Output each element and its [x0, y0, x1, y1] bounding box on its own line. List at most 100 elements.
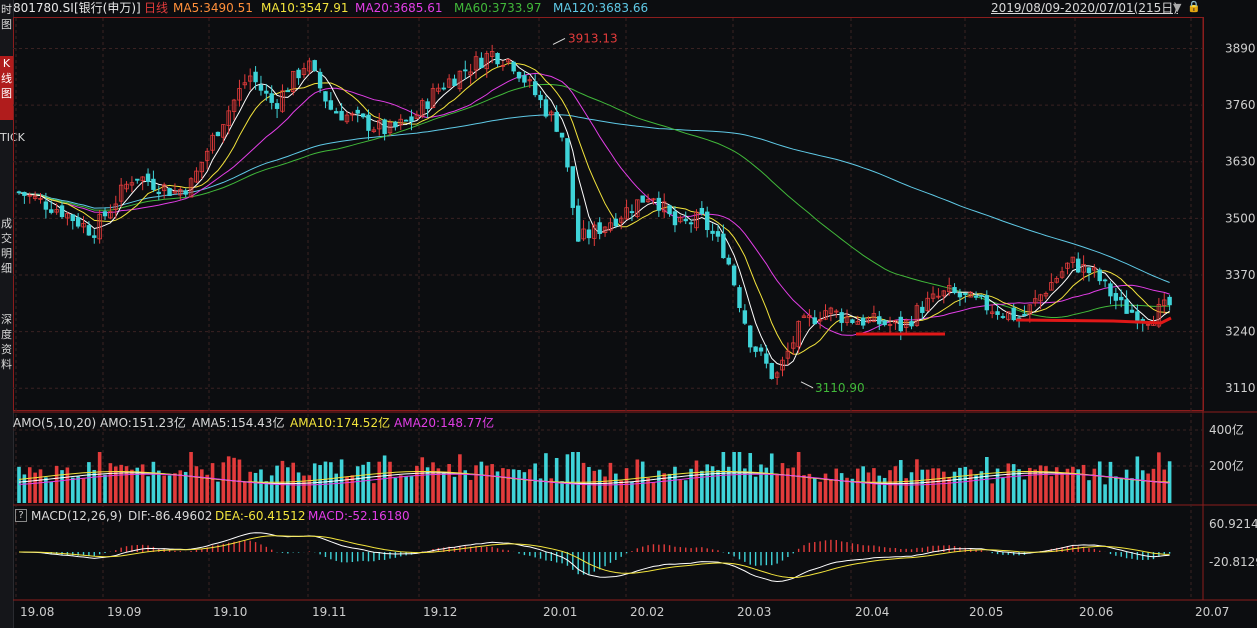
volume-bar: [1054, 467, 1059, 503]
volume-bar: [1087, 480, 1091, 503]
volume-bar: [183, 471, 188, 503]
candle-body: [968, 291, 973, 298]
candle-body: [1059, 271, 1065, 278]
volume-bar: [103, 474, 107, 503]
date-axis-label: 19.09: [107, 605, 141, 619]
candle-body: [817, 319, 823, 322]
macd-dea: DEA:-60.41512: [215, 509, 306, 523]
volume-bar: [700, 470, 704, 503]
volume-bar: [189, 452, 193, 503]
volume-bar: [834, 468, 839, 503]
volume-bar: [597, 469, 602, 503]
volume-bar: [264, 481, 269, 503]
volume-bar: [952, 471, 957, 503]
high-label: 3913.13: [568, 31, 618, 45]
period-label[interactable]: 日线: [144, 1, 169, 15]
sidebar-item-depth-info[interactable]: 深度资料: [1, 313, 12, 371]
volume-bar: [802, 475, 806, 503]
volume-bar: [506, 469, 511, 503]
candle-body: [516, 71, 522, 79]
candle-body: [764, 353, 769, 364]
candle-body: [161, 184, 167, 192]
macd-axis-label: 60.92143: [1209, 517, 1257, 531]
volume-bar: [646, 477, 650, 503]
candle-body: [274, 103, 280, 109]
volume-bar: [124, 466, 129, 503]
candle-body: [866, 317, 871, 323]
candle-body: [710, 230, 715, 234]
lock-icon[interactable]: 🔒: [1187, 0, 1201, 13]
candle-body: [409, 116, 414, 122]
candle-body: [549, 111, 554, 116]
ma120-line: [18, 114, 1170, 283]
volume-bar: [888, 470, 892, 503]
candle-body: [721, 233, 726, 259]
candle-body: [360, 113, 366, 118]
dropdown-icon[interactable]: ▼: [1173, 1, 1182, 14]
date-axis-label: 20.06: [1079, 605, 1113, 619]
volume-bar: [463, 470, 468, 503]
candle-body: [844, 316, 850, 323]
volume-bar: [81, 478, 86, 503]
macd-macd: MACD:-52.16180: [308, 509, 410, 523]
volume-bar: [845, 477, 849, 503]
volume-bar: [307, 475, 312, 503]
volume-bar: [769, 453, 774, 503]
candle-body: [489, 51, 495, 57]
sidebar-item-kline[interactable]: K线图: [0, 56, 13, 120]
candle-body: [688, 222, 694, 225]
macd-help-icon[interactable]: ?: [15, 509, 27, 522]
volume-bar: [44, 477, 48, 503]
ma20-line: [18, 72, 1170, 336]
candle-body: [59, 205, 65, 218]
candle-body: [334, 111, 339, 114]
price-axis-label: 3500: [1225, 211, 1256, 225]
kline-chart-svg[interactable]: 3890 3760 3630 3500 3370 3240 3110 19.08 19.09 19…: [13, 0, 1257, 628]
candle-body: [1162, 299, 1167, 306]
volume-bar: [882, 477, 887, 503]
candle-body: [871, 313, 877, 323]
candle-body: [532, 81, 538, 96]
date-range[interactable]: 2019/08/09-2020/07/01(215日): [991, 1, 1178, 15]
volume-bar: [861, 466, 865, 503]
sidebar-item-tick[interactable]: TICK: [0, 131, 25, 144]
volume-bar: [1028, 467, 1032, 503]
volume-bar: [1114, 476, 1118, 503]
volume-bar: [54, 465, 59, 503]
candle-body: [92, 235, 97, 238]
candle-body: [280, 90, 285, 112]
price-panel-border: [13, 17, 1204, 411]
date-axis-label: 19.10: [213, 605, 247, 619]
volume-bar: [796, 452, 801, 503]
candle-body: [430, 88, 436, 109]
volume-bar: [65, 467, 70, 503]
ama20-line: [18, 473, 1170, 486]
candle-body: [737, 287, 742, 309]
volume-bar: [925, 469, 930, 503]
volume-bar: [431, 462, 435, 503]
volume-bar: [544, 453, 548, 503]
volume-bar: [904, 478, 908, 503]
volume-bar: [764, 467, 769, 503]
candle-body: [1097, 269, 1102, 282]
candle-body: [344, 114, 350, 123]
candle-body: [742, 310, 748, 324]
candle-body: [102, 211, 108, 217]
sidebar-item-trade-detail[interactable]: 成交明细: [1, 217, 12, 275]
volume-bar: [581, 462, 586, 503]
candle-body: [715, 231, 721, 237]
candle-body: [651, 198, 656, 201]
sidebar-item-time-chart[interactable]: 时图: [1, 3, 12, 31]
volume-bar: [775, 474, 779, 503]
volume-bar: [694, 460, 699, 503]
volume-bar: [415, 465, 419, 503]
candle-body: [393, 121, 398, 128]
amo-axis-label: 200亿: [1209, 458, 1244, 473]
candle-body: [371, 129, 377, 132]
date-axis-label: 20.05: [969, 605, 1003, 619]
volume-bar: [974, 475, 978, 503]
volume-bar: [22, 474, 27, 503]
candle-body: [27, 194, 32, 197]
volume-bar: [151, 461, 156, 503]
candle-body: [495, 53, 500, 65]
